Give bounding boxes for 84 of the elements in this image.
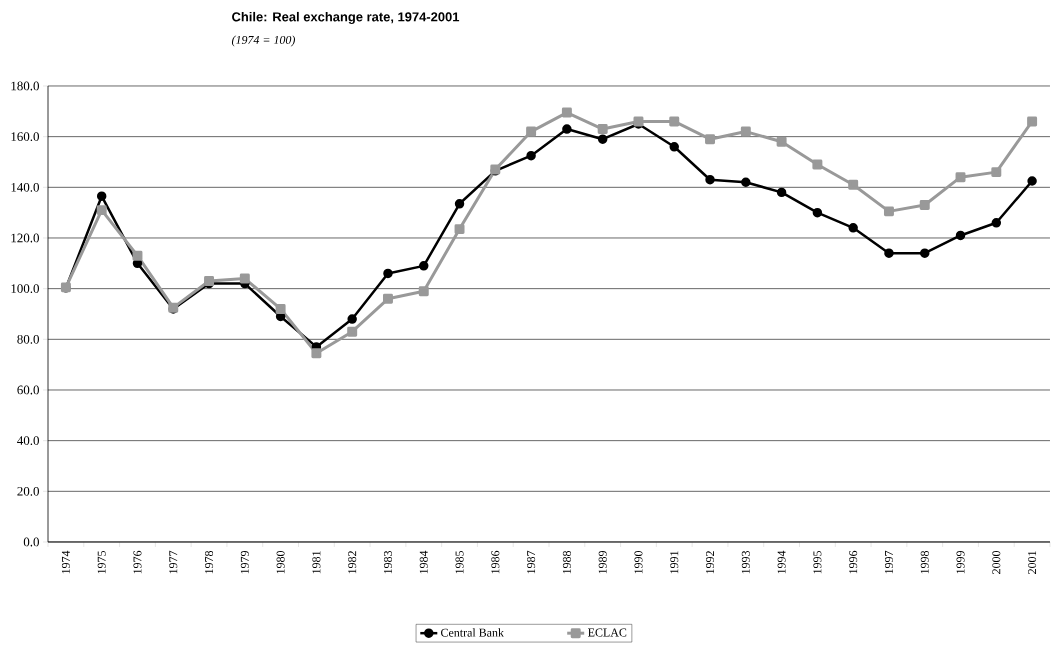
x-tick-label: 1998 bbox=[920, 550, 929, 574]
point bbox=[526, 150, 536, 161]
point bbox=[848, 179, 859, 190]
x-tick-label: 1985 bbox=[455, 550, 464, 574]
x-tick-label: 1989 bbox=[598, 551, 607, 574]
y-tick-label: 120.0 bbox=[11, 233, 39, 243]
x-tick-label: 1997 bbox=[884, 550, 893, 574]
x-tick-label: 2000 bbox=[992, 550, 1001, 574]
x-tick-label: 1978 bbox=[205, 550, 214, 574]
x-tick-label: 1976 bbox=[133, 550, 142, 574]
x-tick-label: 1988 bbox=[562, 550, 571, 574]
y-tick-label: 160.0 bbox=[11, 132, 39, 142]
point bbox=[705, 134, 716, 145]
point bbox=[597, 124, 608, 135]
point bbox=[705, 174, 715, 185]
x-tick-label: 1987 bbox=[527, 550, 536, 574]
chart-subtitle: (1974 = 100) bbox=[231, 35, 296, 47]
point bbox=[884, 248, 894, 258]
y-tick-label: 20.0 bbox=[17, 486, 39, 496]
point bbox=[991, 218, 1002, 228]
point bbox=[96, 205, 107, 216]
point bbox=[919, 200, 930, 211]
point bbox=[776, 187, 787, 198]
x-tick-label: 1979 bbox=[240, 551, 249, 574]
point bbox=[526, 126, 537, 137]
point bbox=[418, 286, 429, 297]
point bbox=[848, 223, 858, 233]
x-tick-label: 1981 bbox=[312, 551, 321, 574]
y-tick-label: 140.0 bbox=[11, 182, 39, 192]
point bbox=[275, 303, 286, 314]
point bbox=[383, 268, 393, 279]
point bbox=[669, 142, 679, 152]
point bbox=[740, 126, 751, 137]
point bbox=[96, 191, 107, 201]
point bbox=[132, 250, 143, 261]
x-tick-label: 1999 bbox=[956, 551, 965, 574]
point bbox=[812, 159, 823, 170]
point bbox=[920, 248, 930, 258]
point bbox=[776, 136, 787, 147]
y-tick-label: 0.0 bbox=[23, 537, 39, 547]
point bbox=[741, 177, 751, 187]
point bbox=[991, 167, 1002, 178]
point bbox=[454, 199, 465, 209]
point bbox=[1027, 116, 1038, 127]
x-tick-label: 1975 bbox=[97, 550, 106, 574]
point bbox=[239, 273, 250, 284]
point bbox=[883, 206, 894, 217]
x-tick-label: 1993 bbox=[741, 550, 750, 574]
point bbox=[347, 326, 358, 337]
point bbox=[347, 314, 357, 324]
point bbox=[419, 261, 429, 271]
y-tick-label: 60.0 bbox=[17, 385, 39, 395]
point bbox=[955, 172, 966, 183]
x-tick-label: 1974 bbox=[61, 550, 70, 574]
x-tick-label: 1983 bbox=[383, 550, 392, 574]
point bbox=[311, 348, 322, 359]
x-tick-label: 1996 bbox=[849, 550, 858, 574]
x-tick-label: 1986 bbox=[491, 550, 500, 574]
point bbox=[382, 293, 393, 304]
point bbox=[812, 207, 823, 218]
x-tick-label: 1995 bbox=[813, 550, 822, 574]
point bbox=[597, 134, 608, 144]
chart-title: Chile: Real exchange rate, 1974-2001 bbox=[232, 11, 460, 25]
point bbox=[562, 124, 572, 134]
point bbox=[955, 230, 966, 241]
x-tick-label: 1977 bbox=[169, 550, 178, 574]
x-tick-label: 1984 bbox=[419, 550, 428, 574]
x-tick-label: 1990 bbox=[634, 550, 643, 574]
legend-label: ECLAC bbox=[588, 628, 627, 637]
y-tick-label: 100.0 bbox=[11, 284, 39, 294]
y-tick-label: 180.0 bbox=[11, 81, 39, 91]
y-tick-label: 40.0 bbox=[17, 436, 39, 446]
point bbox=[669, 116, 680, 127]
x-tick-label: 1982 bbox=[348, 551, 357, 574]
point bbox=[1027, 176, 1037, 186]
y-tick-label: 80.0 bbox=[17, 334, 39, 344]
point bbox=[454, 224, 465, 235]
x-tick-label: 2001 bbox=[1028, 551, 1037, 574]
x-tick-label: 1980 bbox=[276, 550, 285, 574]
point bbox=[561, 107, 572, 118]
x-tick-label: 1994 bbox=[777, 550, 786, 574]
x-tick-label: 1991 bbox=[670, 551, 679, 574]
x-tick-label: 1992 bbox=[706, 551, 715, 574]
legend-label: Central Bank bbox=[441, 628, 504, 637]
